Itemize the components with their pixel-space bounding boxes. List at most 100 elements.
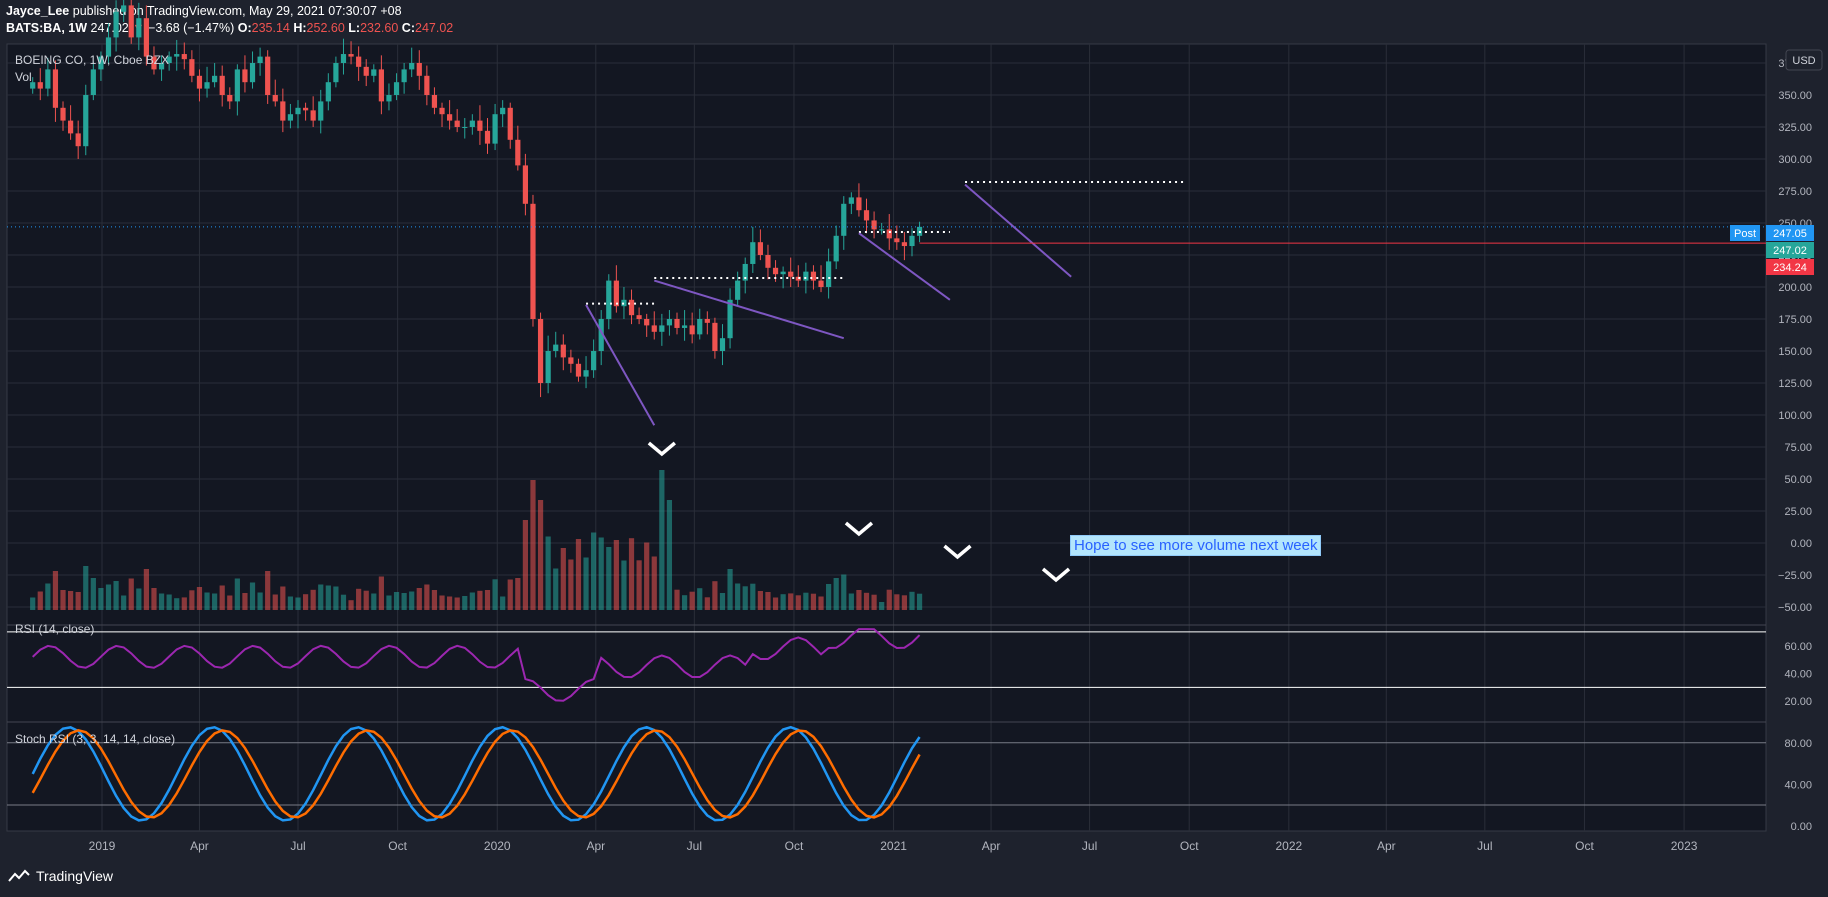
volume-bar (242, 593, 248, 610)
stoch-d-line (31, 729, 921, 819)
volume-bar (863, 592, 870, 610)
volume-bar (719, 593, 726, 610)
time-tick-label: Oct (388, 839, 407, 853)
candle-body (30, 82, 36, 89)
volume-bar (833, 578, 839, 610)
candle-body (689, 325, 695, 335)
volume-bar (302, 594, 309, 610)
candle-body (681, 325, 688, 328)
rsi-tick-label: 20.00 (1784, 696, 1812, 708)
volume-bar (507, 579, 513, 610)
volume-bar (249, 582, 256, 610)
stoch-tick-label: 40.00 (1784, 779, 1812, 791)
volume-bar (628, 538, 635, 610)
volume-annotation[interactable]: Hope to see more volume next week (1070, 535, 1322, 556)
volume-bar (484, 590, 491, 610)
volume-bar (371, 593, 377, 610)
candle-body (651, 325, 657, 332)
volume-bar (537, 500, 544, 610)
volume-bar (45, 583, 51, 610)
price-axis[interactable]: 375.00350.00325.00300.00275.00250.00225.… (1778, 58, 1812, 614)
volume-bar (894, 594, 900, 610)
candle-body (121, 5, 127, 12)
candle-body (454, 120, 460, 127)
volume-bar (30, 597, 36, 610)
volume-bar (219, 585, 225, 610)
volume-bar (879, 602, 885, 610)
volume-bar (75, 592, 81, 610)
chevron-down-icon (1041, 567, 1071, 583)
trend-line (653, 279, 845, 340)
volume-bar (818, 596, 824, 610)
volume-bar (401, 593, 407, 610)
time-tick-label: Apr (190, 839, 209, 853)
candle-body (833, 235, 839, 262)
volume-bar (886, 589, 892, 610)
candle-body (98, 56, 104, 70)
candle-body (136, 18, 142, 38)
volume-bar (856, 590, 862, 610)
candle-body (659, 325, 665, 332)
chevron-down-icon (844, 521, 874, 537)
candle-body (310, 110, 316, 121)
candle-body (879, 229, 885, 231)
volume-bar (568, 559, 574, 610)
volume-bar (348, 600, 354, 610)
volume-bar (545, 536, 551, 610)
rsi-pane: 60.00 40.00 20.00 (7, 628, 1812, 708)
candle-body (697, 319, 703, 335)
candle-body (522, 165, 529, 204)
close-value: 247.02 (415, 21, 454, 35)
candle-body (212, 75, 218, 83)
rsi-tick-label: 40.00 (1784, 669, 1812, 681)
candle-body (113, 11, 119, 38)
price-tick-label: 100.00 (1778, 410, 1812, 422)
time-tick-label: Oct (1575, 839, 1594, 853)
footer-brand[interactable]: TradingView (8, 868, 113, 884)
post-tag (1730, 225, 1760, 241)
drawings (7, 181, 1766, 583)
volume-bar (651, 556, 657, 610)
candle-body (439, 107, 445, 115)
volume-bar (674, 589, 680, 610)
candle-body (318, 101, 324, 121)
price-tick-label: 75.00 (1784, 442, 1812, 454)
time-axis[interactable]: 2019 Apr Jul Oct 2020 Apr Jul Oct 2021 Apr Jul Oct 2… (89, 839, 1698, 853)
chart-area (6, 43, 1767, 832)
volume-bar (83, 566, 89, 610)
candle-body (484, 130, 491, 144)
candle-body (894, 238, 900, 243)
volume-bar (841, 574, 847, 610)
volume-bar (393, 592, 400, 610)
volume-bar (689, 591, 695, 610)
volume-bar (553, 568, 559, 610)
candle-body (848, 197, 854, 204)
volume-bar (727, 569, 733, 610)
candle-body (302, 107, 309, 111)
candle-body (750, 242, 756, 264)
grid (7, 44, 1766, 831)
published-info: published on TradingView.com, May 29, 20… (72, 4, 402, 18)
volume-bar (52, 571, 59, 610)
currency-button[interactable] (1785, 49, 1823, 71)
level-price-tag (1766, 259, 1814, 275)
volume-bar (477, 590, 483, 610)
candle-body (712, 322, 718, 351)
volume-bar (166, 594, 172, 610)
candle-body (765, 255, 771, 268)
time-tick-label: 2022 (1275, 839, 1302, 853)
price-tick-label: 300.00 (1778, 154, 1812, 166)
volume-bar (810, 593, 817, 610)
candle-body (909, 235, 915, 247)
candle-body (348, 54, 354, 57)
time-tick-label: Apr (1377, 839, 1396, 853)
stoch-rsi-pane: 80.00 40.00 0.00 (7, 725, 1812, 833)
candle-body (52, 69, 59, 108)
candle-body (424, 75, 430, 95)
candle-body (356, 56, 362, 67)
candle-body (515, 139, 521, 166)
candle-body (105, 37, 112, 57)
volume-bar (310, 589, 316, 610)
main-pane-title: BOEING CO, 1W, Cboe BZX (15, 53, 169, 67)
